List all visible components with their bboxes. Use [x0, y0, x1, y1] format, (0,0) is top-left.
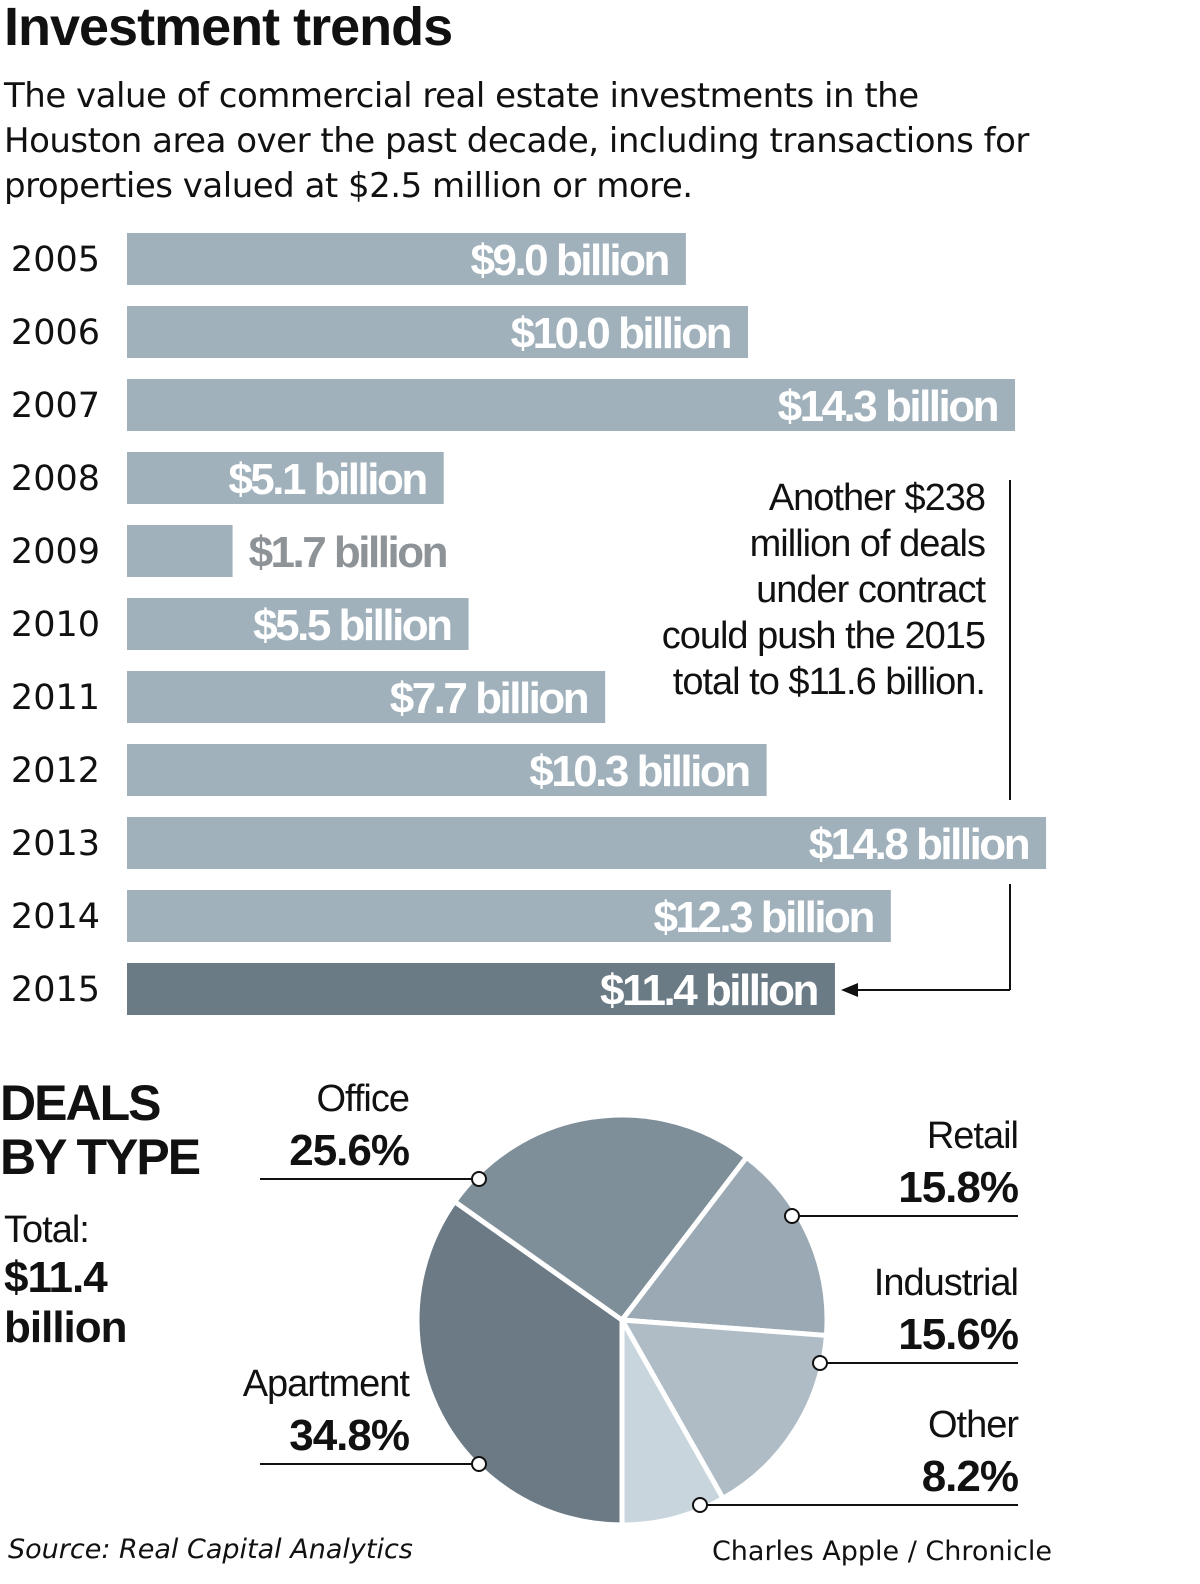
bar-value-label: $14.3 billion [778, 382, 998, 431]
bar-2006 [127, 306, 748, 358]
bar-2010 [127, 598, 469, 650]
bar-value-label: $10.3 billion [529, 747, 749, 796]
pie-label: Apartment [243, 1363, 411, 1405]
year-label: 2008 [11, 459, 100, 499]
bar-value-label: $14.8 billion [809, 820, 1029, 869]
leader-dot [812, 1355, 828, 1371]
bar-value-label: $1.7 billion [249, 528, 447, 577]
pie-title-line: BY TYPE [0, 1129, 201, 1185]
source-note: Source: Real Capital Analytics [8, 1534, 413, 1565]
pie-label: Industrial [874, 1262, 1018, 1304]
year-label: 2010 [11, 605, 100, 645]
bar-2005 [127, 233, 686, 285]
pie-slice-retail [619, 1154, 830, 1338]
year-label: 2005 [11, 240, 100, 280]
year-label: 2015 [11, 970, 100, 1010]
total-label: Total: [4, 1209, 90, 1251]
annotation-text: total to $11.6 billion. [673, 661, 985, 703]
pie-slice-apartment [414, 1199, 625, 1528]
annotation-text: million of deals [750, 523, 985, 565]
year-label: 2007 [11, 386, 100, 426]
annotation-text: could push the 2015 [662, 615, 985, 657]
bar-value-label: $10.0 billion [511, 309, 731, 358]
pie-label: Other [928, 1404, 1019, 1446]
total-value-unit: billion [4, 1303, 128, 1352]
leader-dot [784, 1208, 800, 1224]
annotation-text: Another $238 [769, 477, 985, 519]
bar-2009 [127, 525, 233, 577]
pie-percent: 8.2% [922, 1452, 1018, 1501]
pie-label: Office [316, 1078, 409, 1120]
year-label: 2013 [11, 824, 100, 864]
year-label: 2014 [11, 897, 100, 937]
bar-2007 [127, 379, 1016, 431]
pie-title: DEALS BY TYPE [0, 1075, 201, 1185]
leader-dot [692, 1497, 708, 1513]
year-label: 2011 [11, 678, 100, 718]
year-label: 2012 [11, 751, 100, 791]
chart-title: Investment trends [4, 0, 453, 57]
bar-2011 [127, 671, 606, 723]
annotation-text: under contract [756, 569, 986, 611]
pie-percent: 15.6% [898, 1310, 1018, 1359]
arrow-head-icon [841, 983, 858, 997]
bar-2014 [127, 890, 891, 942]
chart-subtitle: The value of commercial real estate inve… [4, 76, 1029, 206]
year-label: 2009 [11, 532, 100, 572]
pie-percent: 34.8% [289, 1411, 409, 1460]
bar-2013 [127, 817, 1047, 869]
pie-percent: 15.8% [898, 1163, 1018, 1212]
credit-line: Charles Apple / Chronicle [711, 1536, 1052, 1567]
bar-value-label: $12.3 billion [653, 893, 873, 942]
bar-2012 [127, 744, 767, 796]
pie-label: Retail [927, 1115, 1018, 1157]
pie-slice-industrial [619, 1317, 829, 1501]
bar-value-label: $5.1 billion [228, 455, 426, 504]
pie-total: Total: $11.4 billion [4, 1206, 128, 1354]
pie-slice-other [619, 1317, 726, 1528]
pie-title-line: DEALS [0, 1075, 161, 1131]
year-label: 2006 [11, 313, 100, 353]
bar-2008 [127, 452, 444, 504]
bar-value-label: $5.5 billion [253, 601, 451, 650]
bar-2015 [127, 963, 835, 1015]
bar-value-label: $11.4 billion [600, 966, 818, 1015]
pie-percent: 25.6% [289, 1126, 409, 1175]
leader-dot [471, 1456, 487, 1472]
total-value: $11.4 [4, 1253, 108, 1302]
bar-value-label: $7.7 billion [390, 674, 588, 723]
leader-dot [471, 1171, 487, 1187]
bar-value-label: $9.0 billion [471, 236, 669, 285]
